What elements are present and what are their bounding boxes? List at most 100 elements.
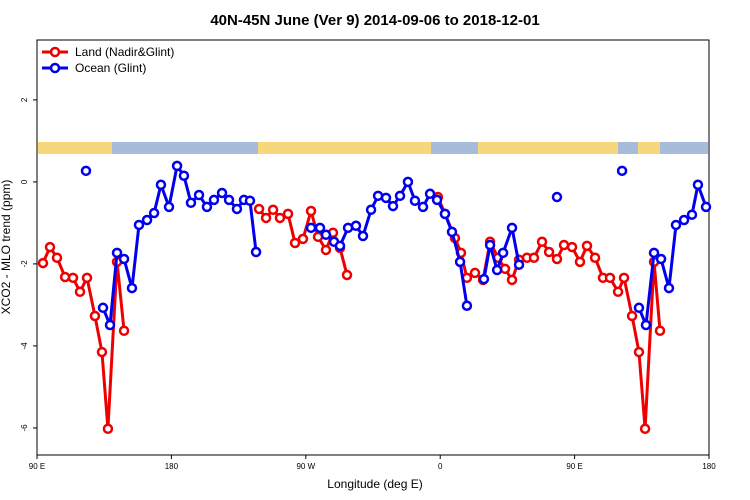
- data-point: [454, 256, 466, 268]
- data-point: [387, 200, 399, 212]
- series-line: [101, 162, 708, 326]
- data-point: [314, 222, 326, 234]
- data-point: [185, 197, 197, 209]
- data-point: [394, 190, 406, 202]
- data-point: [678, 214, 690, 226]
- surface-strip: [38, 142, 708, 154]
- data-point: [274, 212, 286, 224]
- data-point: [201, 201, 213, 213]
- data-point: [616, 165, 628, 177]
- data-point: [604, 272, 616, 284]
- data-point: [163, 201, 175, 213]
- data-point: [574, 256, 586, 268]
- data-point: [589, 252, 601, 264]
- x-tick-label: 0: [438, 462, 443, 471]
- data-point: [102, 423, 114, 435]
- data-point: [118, 253, 130, 265]
- data-point: [320, 244, 332, 256]
- data-point: [320, 229, 332, 241]
- data-point: [551, 191, 563, 203]
- data-point: [118, 325, 130, 336]
- data-point: [469, 267, 481, 279]
- data-point: [178, 170, 190, 181]
- x-tick-label: 90 E: [566, 462, 582, 471]
- data-point: [654, 325, 666, 336]
- y-tick-label: 2: [20, 97, 29, 102]
- data-point: [260, 212, 272, 224]
- data-point: [528, 252, 540, 264]
- data-point: [506, 274, 518, 286]
- data-point: [618, 272, 630, 284]
- data-point: [686, 209, 698, 220]
- data-point: [297, 233, 309, 245]
- data-point: [148, 207, 160, 219]
- data-point: [305, 222, 317, 234]
- data-point: [633, 346, 645, 358]
- data-point: [700, 201, 712, 213]
- data-point: [484, 239, 496, 251]
- y-tick-label: -4: [20, 342, 29, 350]
- data-point: [341, 269, 353, 281]
- legend-label: Land (Nadir&Glint): [75, 45, 174, 59]
- data-point: [171, 160, 183, 172]
- y-tick-label: -6: [20, 424, 29, 432]
- data-point: [89, 310, 101, 322]
- data-point: [446, 226, 458, 238]
- data-point: [566, 241, 578, 253]
- data-point: [513, 259, 525, 270]
- data-point: [350, 220, 362, 232]
- data-point: [253, 203, 265, 215]
- data-point: [499, 263, 511, 275]
- data-point: [208, 194, 220, 206]
- data-point: [141, 214, 153, 226]
- data-point: [244, 195, 256, 207]
- data-point: [80, 165, 92, 177]
- data-point: [633, 302, 645, 314]
- data-point: [81, 272, 93, 284]
- data-point: [491, 264, 503, 276]
- data-point: [626, 310, 638, 322]
- data-point: [334, 240, 346, 252]
- data-point: [551, 253, 563, 265]
- data-point: [663, 282, 675, 294]
- x-tick-label: 90 W: [296, 462, 315, 471]
- x-tick-label: 180: [165, 462, 179, 471]
- data-point: [461, 300, 473, 311]
- data-point: [417, 201, 429, 213]
- data-point: [67, 272, 79, 284]
- x-tick-label: 180: [702, 462, 716, 471]
- data-point: [104, 319, 116, 331]
- data-point: [250, 246, 262, 258]
- legend-marker: [49, 62, 61, 74]
- data-point: [111, 247, 123, 259]
- y-tick-label: -2: [20, 260, 29, 268]
- data-point: [581, 240, 593, 252]
- data-point: [357, 230, 369, 242]
- data-point: [655, 253, 667, 265]
- chart-title: 40N-45N June (Ver 9) 2014-09-06 to 2018-…: [210, 12, 539, 29]
- legend-marker: [49, 46, 61, 58]
- data-point: [558, 239, 570, 251]
- data-point: [216, 187, 228, 199]
- data-point: [670, 219, 682, 231]
- data-point: [305, 205, 317, 217]
- data-point: [648, 247, 660, 259]
- data-point: [497, 247, 509, 259]
- data-point: [231, 203, 243, 215]
- data-point: [402, 176, 414, 188]
- data-point: [380, 192, 392, 204]
- data-point: [267, 204, 279, 216]
- data-point: [439, 208, 451, 220]
- data-point: [97, 302, 109, 314]
- plot-frame: [36, 39, 710, 456]
- y-axis-label: XCO2 - MLO trend (ppm): [0, 180, 13, 315]
- data-point: [289, 237, 301, 249]
- data-point: [282, 208, 294, 220]
- series-line: [41, 196, 662, 429]
- data-point: [409, 195, 421, 207]
- data-point: [640, 319, 652, 331]
- data-point: [44, 241, 56, 253]
- data-point: [612, 286, 624, 298]
- data-point: [126, 282, 138, 294]
